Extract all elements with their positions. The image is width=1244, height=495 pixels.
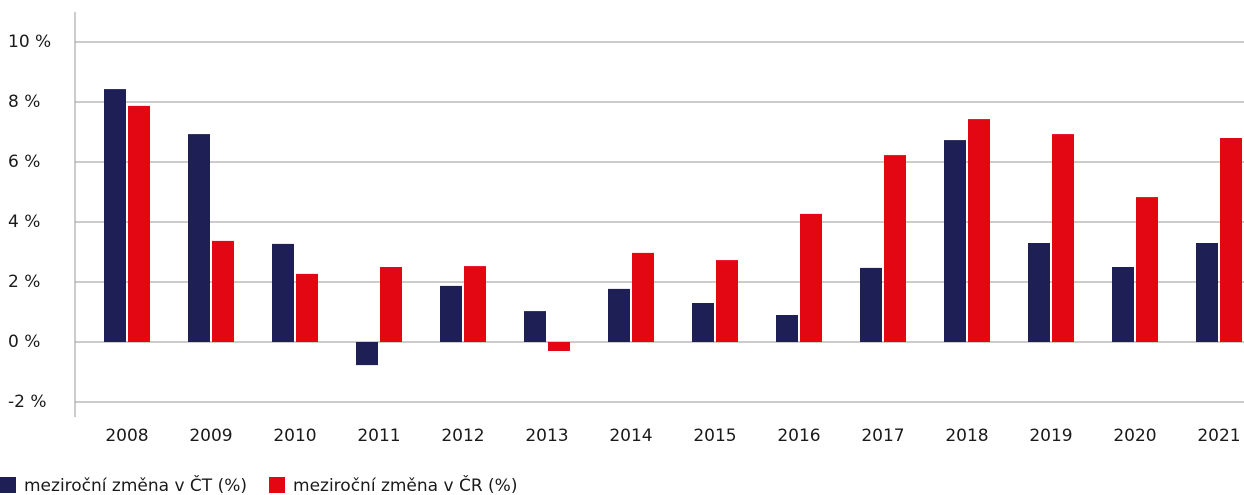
legend-label: meziroční změna v ČT (%) bbox=[24, 474, 247, 495]
bar bbox=[188, 134, 210, 342]
bar bbox=[440, 285, 462, 342]
bar bbox=[1196, 243, 1218, 342]
legend-swatch bbox=[269, 477, 286, 493]
bar bbox=[356, 342, 378, 366]
legend-swatch bbox=[0, 477, 16, 493]
bar bbox=[692, 303, 714, 342]
bar bbox=[944, 140, 966, 342]
bar bbox=[128, 105, 150, 343]
x-tick-label: 2011 bbox=[357, 426, 400, 446]
y-tick-label: 6 % bbox=[8, 152, 40, 172]
bar bbox=[1220, 138, 1242, 342]
bar bbox=[1028, 243, 1050, 342]
x-tick-label: 2020 bbox=[1113, 426, 1156, 446]
x-tick-label: 2013 bbox=[525, 426, 568, 446]
bar bbox=[548, 342, 570, 351]
y-tick-label: 4 % bbox=[8, 212, 40, 232]
x-tick-label: 2018 bbox=[945, 426, 988, 446]
x-tick-label: 2017 bbox=[861, 426, 904, 446]
x-tick-label: 2008 bbox=[105, 426, 148, 446]
bar bbox=[464, 266, 486, 342]
x-tick-label: 2012 bbox=[441, 426, 484, 446]
legend-label: meziroční změna v ČR (%) bbox=[293, 474, 517, 495]
bar bbox=[296, 273, 318, 342]
bar bbox=[800, 213, 822, 342]
x-tick-label: 2021 bbox=[1197, 426, 1240, 446]
bar bbox=[524, 311, 546, 342]
bar bbox=[380, 267, 402, 342]
y-tick-label: -2 % bbox=[8, 392, 47, 412]
x-tick-label: 2010 bbox=[273, 426, 316, 446]
bar bbox=[716, 260, 738, 342]
bar bbox=[1052, 134, 1074, 342]
y-tick-label: 2 % bbox=[8, 272, 40, 292]
bar bbox=[608, 288, 630, 342]
bar bbox=[860, 267, 882, 342]
bar bbox=[968, 119, 990, 342]
bar bbox=[1112, 267, 1134, 342]
x-tick-label: 2015 bbox=[693, 426, 736, 446]
bar bbox=[212, 240, 234, 342]
y-tick-label: 0 % bbox=[8, 332, 40, 352]
bar bbox=[272, 243, 294, 342]
bar bbox=[1136, 197, 1158, 342]
y-tick-label: 10 % bbox=[8, 32, 51, 52]
bar bbox=[884, 155, 906, 342]
bar bbox=[632, 252, 654, 342]
bar bbox=[104, 89, 126, 342]
x-tick-label: 2009 bbox=[189, 426, 232, 446]
x-tick-label: 2014 bbox=[609, 426, 652, 446]
y-tick-label: 8 % bbox=[8, 92, 40, 112]
bar bbox=[776, 315, 798, 342]
x-tick-label: 2016 bbox=[777, 426, 820, 446]
x-tick-label: 2019 bbox=[1029, 426, 1072, 446]
